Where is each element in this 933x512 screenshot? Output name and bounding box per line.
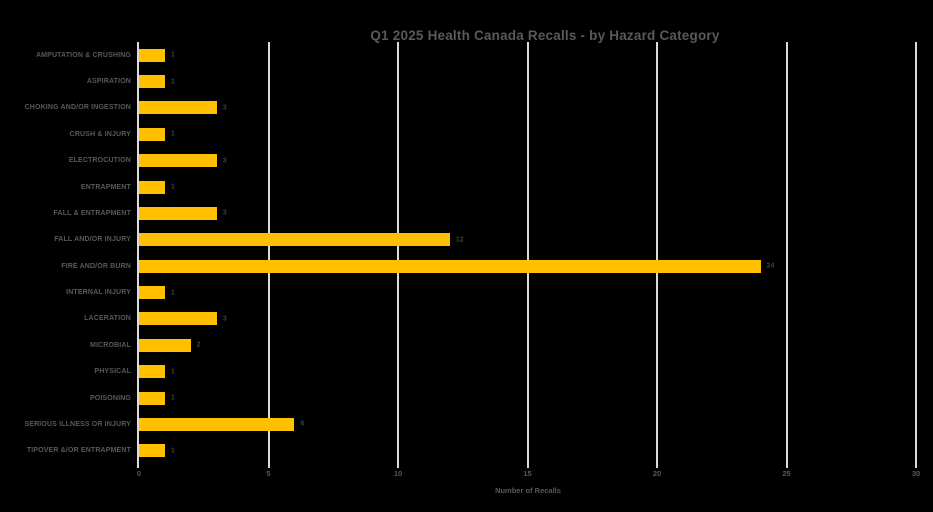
bar: [139, 391, 165, 405]
bar: [139, 101, 217, 115]
bar: [139, 444, 165, 458]
category-label: ENTRAPMENT: [80, 183, 131, 191]
x-tick-label: 25: [782, 469, 791, 478]
category-label: INTERNAL INJURY: [66, 289, 131, 297]
category-label: CRUSH & INJURY: [69, 130, 131, 138]
bar: [139, 48, 165, 62]
x-axis-label: Number of Recalls: [495, 486, 561, 495]
category-label: AMPUTATION & CRUSHING: [35, 51, 131, 59]
gridline-30: [915, 42, 917, 468]
bar: [139, 417, 295, 431]
gridline-5: [267, 42, 270, 468]
bar: [139, 154, 217, 168]
bar-value-label: 1: [170, 394, 175, 402]
bar: [139, 75, 165, 89]
bar: [139, 127, 165, 141]
bar-value-label: 2: [196, 341, 201, 349]
category-label: CHOKING AND/OR INGESTION: [24, 104, 131, 112]
bar-value-label: 1: [170, 51, 175, 59]
x-tick-label: 20: [652, 469, 662, 478]
bar: [139, 206, 217, 220]
bar-value-label: 1: [170, 289, 175, 297]
gridline-25: [785, 42, 788, 468]
bar-value-label: 3: [222, 315, 227, 323]
bar-value-label: 24: [766, 262, 775, 270]
category-label: TIPOVER &/OR ENTRAPMENT: [26, 447, 131, 455]
category-label: FALL AND/OR INJURY: [54, 236, 131, 244]
bar-value-label: 1: [170, 78, 175, 86]
bar-value-label: 12: [455, 236, 464, 244]
bar-value-label: 1: [170, 183, 175, 191]
bar: [139, 259, 761, 273]
bar-value-label: 1: [170, 130, 175, 138]
bar-value-label: 3: [222, 209, 227, 217]
category-label: MICROBIAL: [89, 341, 131, 349]
category-label: ASPIRATION: [86, 78, 131, 86]
bar-value-label: 1: [170, 368, 175, 376]
bar: [139, 312, 217, 326]
x-tick-label: 0: [136, 469, 142, 478]
x-tick-label: 5: [266, 469, 271, 478]
y-axis-line: [137, 42, 139, 468]
category-label: FIRE AND/OR BURN: [61, 262, 131, 270]
bar: [139, 365, 165, 379]
bar: [139, 233, 450, 247]
gridline-20: [656, 42, 658, 468]
gridline-15: [526, 42, 529, 468]
category-label: FALL & ENTRAPMENT: [53, 209, 131, 217]
category-label: LACERATION: [84, 315, 131, 323]
category-label: PHYSICAL: [94, 368, 131, 376]
gridline-10: [397, 42, 399, 468]
bar: [139, 286, 165, 300]
bar-value-label: 1: [170, 447, 175, 455]
x-tick-label: 15: [523, 469, 532, 478]
bar-value-label: 6: [300, 420, 305, 428]
category-label: SERIOUS ILLNESS OR INJURY: [24, 420, 131, 428]
chart-title: Q1 2025 Health Canada Recalls - by Hazar…: [370, 28, 720, 43]
bar: [139, 180, 165, 194]
bar-value-label: 3: [222, 104, 227, 112]
category-label: ELECTROCUTION: [68, 157, 131, 165]
category-label: POISONING: [89, 394, 131, 402]
x-tick-label: 10: [393, 469, 403, 478]
bar-value-label: 3: [222, 157, 227, 165]
x-tick-label: 30: [911, 469, 921, 478]
bar: [139, 338, 191, 352]
